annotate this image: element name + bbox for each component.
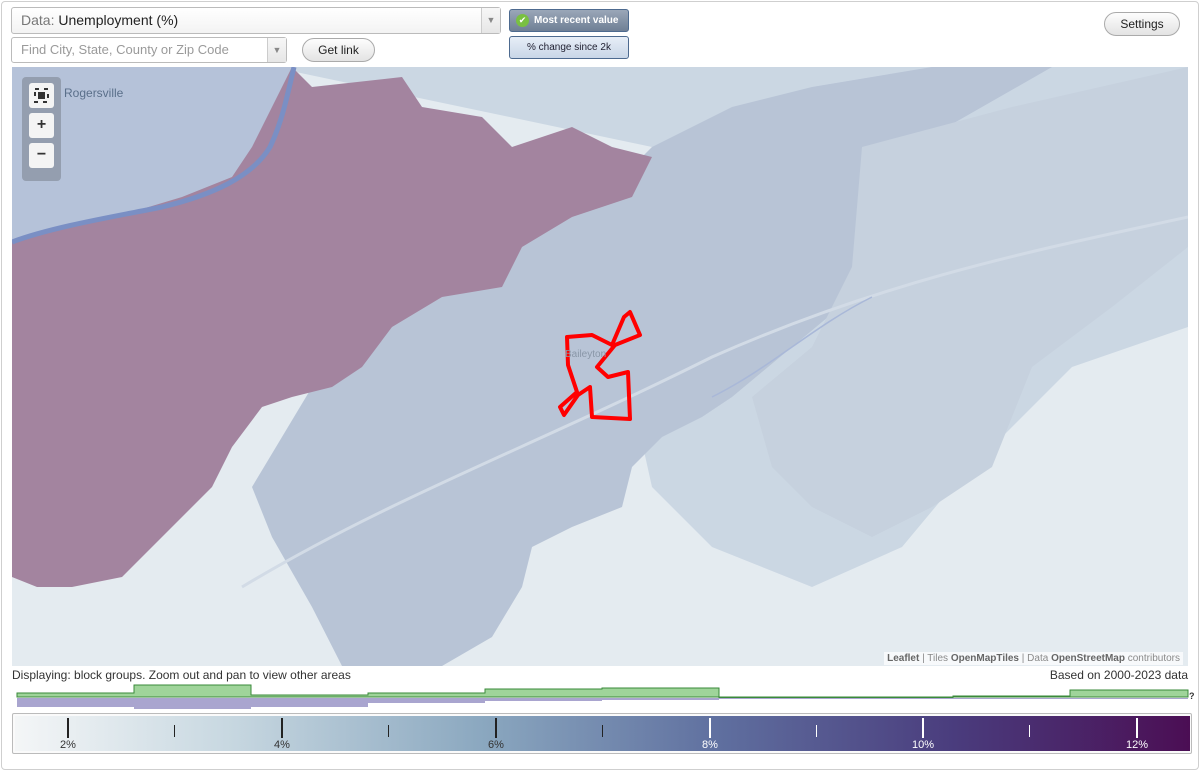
leaflet-link[interactable]: Leaflet	[887, 653, 920, 664]
legend-tick	[174, 725, 175, 737]
legend-tick	[1029, 725, 1030, 737]
map[interactable]: Rogersville Baileyton + − Leaflet | Tile…	[12, 67, 1188, 666]
legend-tick	[922, 718, 924, 738]
legend-tick	[281, 718, 283, 738]
histogram-current	[16, 684, 1189, 699]
data-prefix: | Data	[1021, 653, 1049, 664]
zoom-out-button[interactable]: −	[29, 143, 54, 168]
openmaptiles-link[interactable]: OpenMapTiles	[950, 653, 1019, 664]
openstreetmap-link[interactable]: OpenStreetMap	[1051, 653, 1125, 664]
tiles-prefix: | Tiles	[922, 653, 949, 664]
dropdown-arrow-icon[interactable]: ▼	[481, 8, 500, 33]
legend-tick	[388, 725, 389, 737]
data-select[interactable]: Data: Unemployment (%) ▼	[11, 7, 501, 34]
percent-change-button[interactable]: % change since 2k	[509, 36, 629, 59]
displaying-status: Displaying: block groups. Zoom out and p…	[12, 668, 351, 682]
block-group-mid	[252, 67, 1052, 666]
most-recent-value-button[interactable]: ✔ Most recent value	[509, 9, 629, 32]
legend-label: 12%	[1125, 739, 1149, 751]
map-canvas	[12, 67, 1188, 666]
location-search[interactable]: ▼	[11, 37, 287, 63]
legend-tick	[1136, 718, 1138, 738]
place-label-baileyton: Baileyton	[565, 349, 607, 360]
river	[12, 67, 297, 245]
color-legend: 2% 4% 6% 8% 10% 12%	[12, 713, 1192, 754]
distribution-histogram	[16, 684, 1189, 709]
most-recent-label: Most recent value	[534, 15, 619, 26]
place-label-rogersville: Rogersville	[64, 86, 124, 100]
data-select-value: Unemployment (%)	[58, 12, 179, 28]
data-select-label: Data:	[21, 12, 55, 28]
get-link-button[interactable]: Get link	[302, 38, 375, 62]
legend-label: 10%	[911, 739, 935, 751]
legend-label: 4%	[274, 739, 290, 751]
histogram-comparison	[17, 698, 1188, 709]
legend-tick	[709, 718, 711, 738]
legend-tick	[67, 718, 69, 738]
zoom-in-button[interactable]: +	[29, 113, 54, 138]
legend-tick	[495, 718, 497, 738]
fullscreen-icon[interactable]	[29, 83, 54, 108]
dropdown-arrow-icon[interactable]: ▼	[267, 38, 286, 62]
contributors-text: contributors	[1127, 653, 1180, 664]
highway	[241, 215, 1188, 589]
river-area	[12, 67, 292, 242]
legend-label: 2%	[60, 739, 76, 751]
legend-help-icon[interactable]: ?	[1189, 691, 1195, 701]
legend-tick	[602, 725, 603, 737]
selected-block-group-outline[interactable]	[558, 310, 642, 421]
settings-button[interactable]: Settings	[1104, 12, 1180, 36]
check-icon: ✔	[516, 14, 529, 27]
legend-tick	[816, 725, 817, 737]
block-group-east	[752, 67, 1188, 537]
search-input[interactable]	[21, 42, 261, 57]
data-years-status: Based on 2000-2023 data	[1049, 668, 1188, 682]
legend-label: 6%	[488, 739, 504, 751]
zoom-controls: + −	[22, 77, 61, 181]
creek	[711, 296, 873, 398]
legend-label: 8%	[702, 739, 718, 751]
map-attribution: Leaflet | Tiles OpenMapTiles | Data Open…	[884, 652, 1183, 665]
